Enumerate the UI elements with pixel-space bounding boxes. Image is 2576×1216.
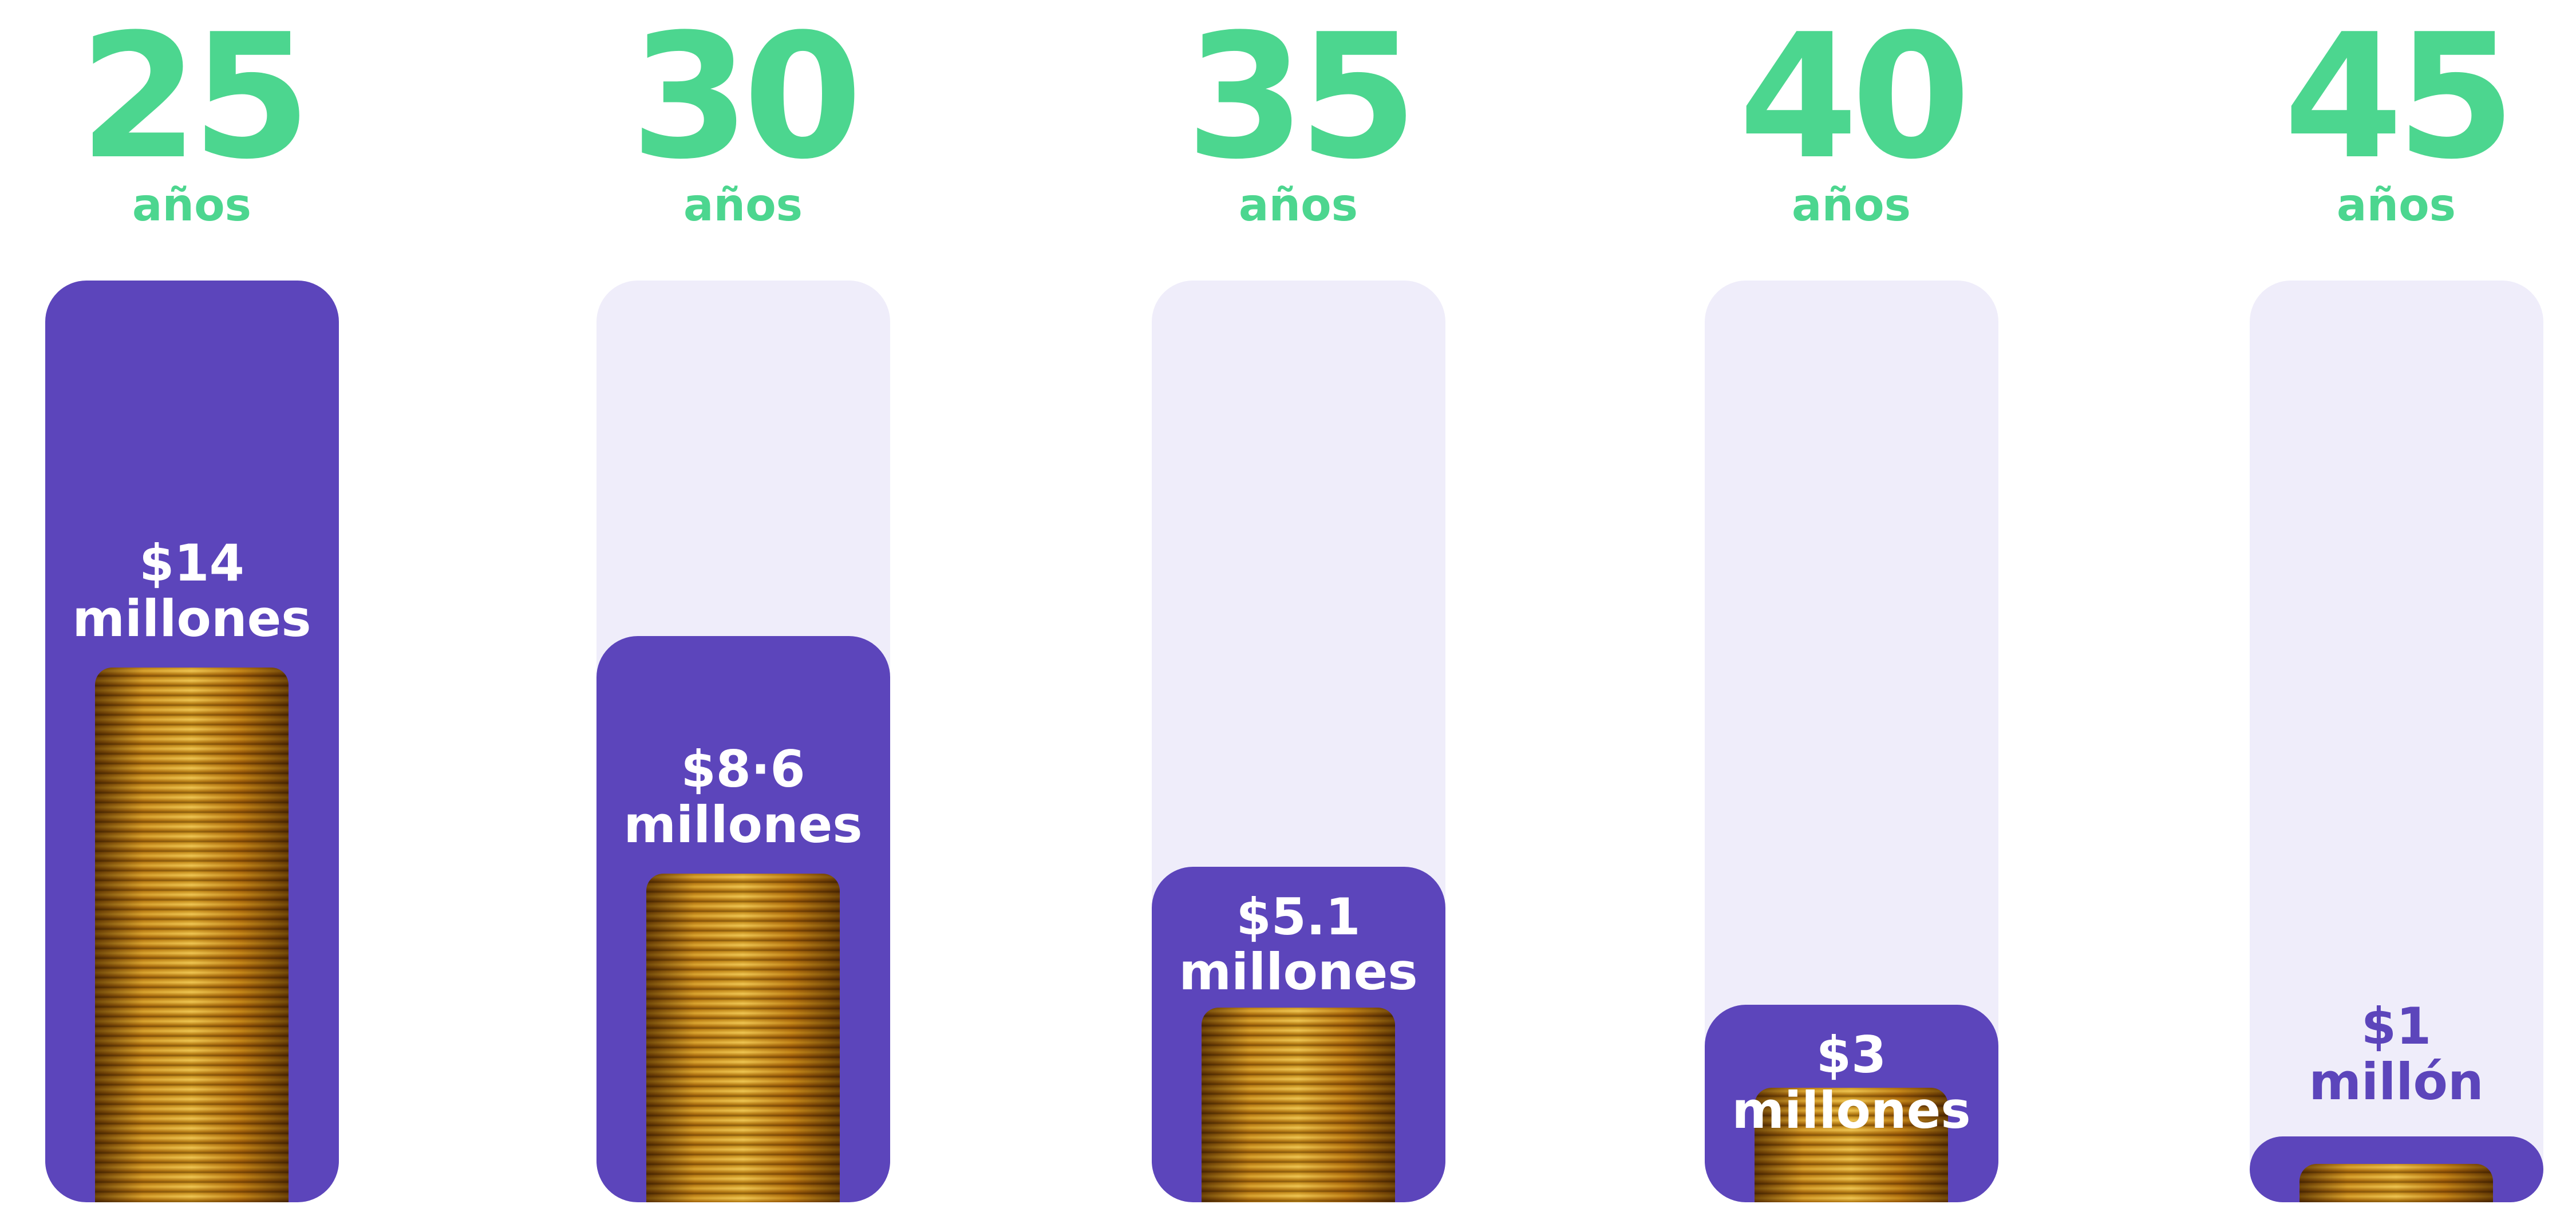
coin-stack [646,874,840,1202]
coin-stack [94,668,289,1202]
category-label: 30 [630,0,862,197]
value-label: $8·6 millones [623,740,863,855]
bar-track [2249,281,2543,1202]
value-label: $3 millones [1732,1025,1971,1140]
coin-stack [1201,1007,1396,1202]
category-unit: años [1238,180,1358,231]
category-unit: años [2336,180,2456,231]
coin-stack [1754,1087,1949,1202]
category-unit: años [1791,180,1911,231]
category-unit: años [132,180,252,231]
category-label: 35 [1186,0,1417,197]
coin-stack [2299,1164,2494,1202]
category-label: 45 [2283,0,2515,197]
category-unit: años [683,180,803,231]
value-label: $14 millones [72,534,311,648]
value-label: $5.1 millones [1179,887,1418,1002]
value-label: $1 millón [2309,997,2484,1111]
category-label: 25 [79,0,311,197]
category-label: 40 [1739,0,1970,197]
